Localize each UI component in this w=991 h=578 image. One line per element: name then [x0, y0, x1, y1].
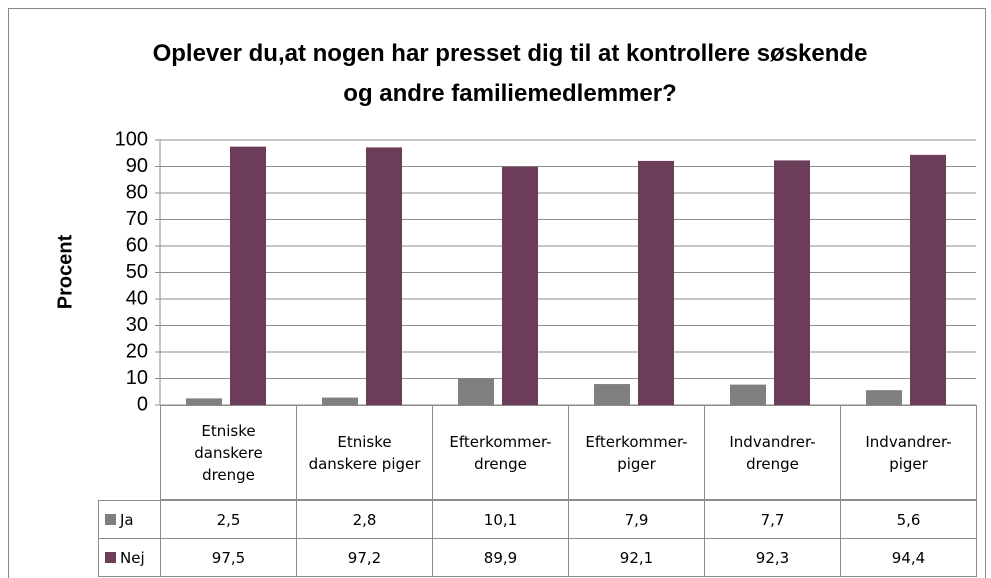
bar [458, 378, 494, 405]
data-label: 89,9 [432, 538, 569, 577]
y-tick-label: 20 [126, 340, 148, 362]
chart-title: Oplever du,at nogen har presset dig til … [152, 40, 868, 107]
bar [774, 160, 810, 405]
bar [502, 166, 538, 405]
bar [366, 147, 402, 406]
y-tick-label: 80 [126, 181, 148, 203]
data-label: 2,8 [296, 500, 433, 539]
y-tick-label: 50 [126, 261, 148, 283]
x-tick-label: Efterkommer-piger [568, 405, 705, 500]
y-tick-label: 10 [126, 367, 148, 389]
data-label: 92,1 [568, 538, 705, 577]
y-tick-label: 30 [126, 314, 148, 336]
bar [730, 384, 766, 405]
bar [322, 397, 358, 405]
bar [638, 160, 674, 405]
data-label: 92,3 [704, 538, 841, 577]
data-label: 10,1 [432, 500, 569, 539]
y-tick-label: 70 [126, 208, 148, 230]
chart-frame [8, 8, 986, 578]
legend-entry: Ja [98, 500, 161, 539]
y-tick-label: 0 [137, 393, 148, 415]
y-tick-label: 60 [126, 234, 148, 256]
legend-label: Ja [120, 510, 134, 529]
bar [910, 154, 946, 405]
legend-key [105, 552, 116, 563]
legend-label: Nej [120, 548, 145, 567]
x-tick-label: Indvandrer-drenge [704, 405, 841, 500]
x-tick-label: Efterkommer-drenge [432, 405, 569, 500]
data-label: 7,9 [568, 500, 705, 539]
legend-key [105, 514, 116, 525]
bar [186, 398, 222, 405]
bar [866, 390, 902, 405]
bar [230, 146, 266, 405]
data-label: 5,6 [840, 500, 977, 539]
bar [594, 384, 630, 405]
legend-entry: Nej [98, 538, 161, 577]
x-tick-label: Etniske danskere piger [296, 405, 433, 500]
data-label: 97,5 [160, 538, 297, 577]
x-tick-label: Etniske danskere drenge [160, 405, 297, 500]
data-label: 7,7 [704, 500, 841, 539]
data-label: 97,2 [296, 538, 433, 577]
y-tick-label: 90 [126, 155, 148, 177]
data-label: 94,4 [840, 538, 977, 577]
y-tick-label: 100 [115, 128, 148, 150]
y-axis-label: Procent [54, 234, 76, 309]
y-tick-label: 40 [126, 287, 148, 309]
x-tick-label: Indvandrer-piger [840, 405, 977, 500]
data-label: 2,5 [160, 500, 297, 539]
